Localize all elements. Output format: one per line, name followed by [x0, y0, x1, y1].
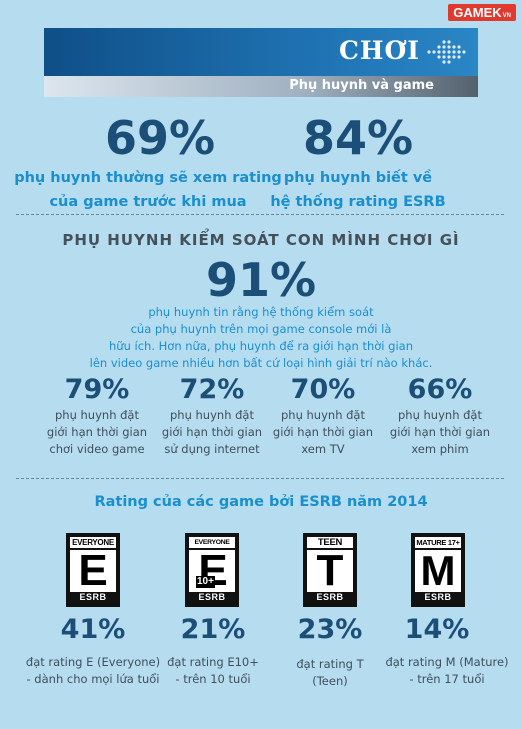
badge-bottom-label: ESRB — [415, 592, 461, 603]
esrb-m-badge: MATURE 17+ M ESRB — [411, 533, 465, 607]
badge-sup: 10+ — [196, 576, 215, 588]
subheader-band: Phụ huynh và game — [44, 76, 478, 97]
header-band: CHƠI — [44, 28, 478, 76]
rating-description: đạt rating E (Everyone) - dành cho mọi l… — [25, 655, 161, 686]
page-subtitle: Phụ huynh và game — [289, 78, 434, 93]
dot-arrow-icon — [427, 40, 466, 64]
limit-stat-description: phụ huynh đặt giới hạn thời gian chơi vi… — [46, 408, 148, 456]
main-stat-value: 91% — [205, 253, 317, 307]
badge-bottom-label: ESRB — [70, 592, 116, 603]
badge-letter: M — [420, 547, 456, 594]
rating-description: đạt rating M (Mature) - trên 17 tuổi — [385, 655, 509, 686]
limit-stat-description: phụ huynh đặt giới hạn thời gian xem phi… — [389, 408, 491, 456]
stat-value: 69% — [104, 111, 216, 165]
rating-value: 41% — [60, 614, 126, 645]
esrb-e-badge: EVERYONE E ESRB — [66, 533, 120, 607]
esrb-e10-badge: EVERYONE 10+ E 10+ ESRB — [185, 533, 239, 607]
main-stat-line: của phụ huynh trên mọi game console mới … — [130, 322, 392, 336]
stat-description: phụ huynh biết về hệ thống rating ESRB — [270, 170, 446, 210]
rating-value: 14% — [404, 614, 470, 645]
divider — [16, 214, 504, 215]
badge-letter: E — [78, 546, 108, 595]
rating-description: đạt rating T (Teen) — [296, 657, 364, 688]
section-title: PHỤ HUYNH KIỂM SOÁT CON MÌNH CHƠI GÌ — [62, 231, 460, 249]
main-stat-line: lên video game nhiều hơn bất cứ loại hìn… — [89, 356, 433, 370]
limit-stat-description: phụ huynh đặt giới hạn thời gian sử dụng… — [161, 408, 263, 456]
badge-top-label: EVERYONE — [70, 537, 116, 548]
badge-top-label: MATURE 17+ — [415, 537, 461, 548]
rating-value: 23% — [297, 614, 363, 645]
badge-bottom-label: ESRB — [307, 592, 353, 603]
stat-description: phụ huynh thường sẽ xem rating của game … — [14, 170, 282, 210]
page-title: CHƠI — [339, 36, 420, 65]
badge-bottom-label: ESRB — [189, 592, 235, 603]
gamek-logo: GAMEKVN — [448, 4, 516, 21]
limit-stat-value: 66% — [407, 374, 473, 405]
badge-letter: T — [316, 546, 344, 595]
limit-stat-value: 72% — [179, 374, 245, 405]
limit-stat-value: 79% — [64, 374, 130, 405]
rating-value: 21% — [180, 614, 246, 645]
main-stat-line: phụ huynh tin rằng hệ thống kiểm soát — [148, 305, 374, 319]
esrb-t-badge: TEEN T ESRB — [303, 533, 357, 607]
stat-value: 84% — [302, 111, 414, 165]
badge-letter: E — [198, 546, 228, 595]
rating-description: đạt rating E10+ - trên 10 tuổi — [167, 655, 259, 686]
ratings-title: Rating của các game bởi ESRB năm 2014 — [94, 494, 428, 510]
main-stat-line: hữu ích. Hơn nữa, phụ huynh để ra giới h… — [109, 339, 413, 353]
badge-top-label: TEEN — [307, 537, 353, 548]
limit-stat-description: phụ huynh đặt giới hạn thời gian xem TV — [272, 408, 374, 456]
limit-stat-value: 70% — [290, 374, 356, 405]
divider — [16, 478, 504, 479]
